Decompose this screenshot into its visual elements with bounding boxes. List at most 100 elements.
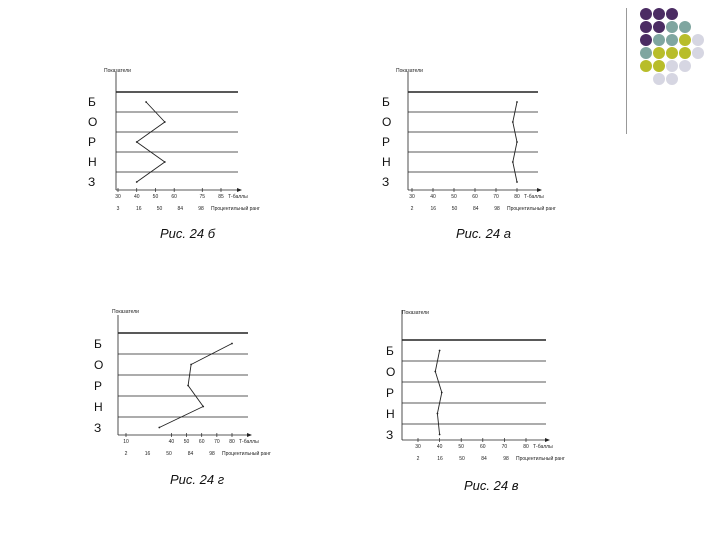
figure-24g-caption: Рис. 24 г [170, 472, 225, 487]
percentile-tick-label: 2 [416, 456, 420, 462]
percentile-tick-label: 16 [135, 206, 142, 212]
percentile-tick-label: 2 [410, 206, 414, 212]
scale-letter: З [94, 420, 102, 435]
decor-dot [679, 21, 691, 33]
t-score-tick-label: 30 [409, 194, 415, 200]
t-score-tick-label: 60 [472, 194, 478, 200]
t-score-tick-label: 70 [214, 439, 220, 445]
scale-letter: Н [382, 155, 391, 169]
percentile-tick-label: 50 [156, 206, 163, 212]
t-score-tick-label: 80 [229, 439, 235, 445]
percentile-tick-label: 98 [198, 206, 204, 212]
profile-line [135, 101, 166, 183]
decor-dot [679, 47, 691, 59]
percentile-axis-label: Процентильный ранг [211, 206, 260, 212]
profile-point [190, 363, 193, 366]
percentile-tick-label: 84 [481, 456, 487, 462]
t-score-tick-label: 50 [183, 439, 190, 445]
t-score-tick-label: 40 [168, 439, 175, 445]
profile-point [163, 121, 166, 123]
figure-24v-ylabel: Показатели [402, 310, 429, 316]
t-score-axis-label: Т-баллы [533, 444, 553, 450]
profile-point [135, 141, 138, 143]
percentile-tick-label: 3 [116, 206, 120, 212]
percentile-tick-label: 98 [503, 456, 509, 462]
figure-24g-ylabel: Показатели [112, 309, 139, 315]
scale-letter: Н [94, 399, 103, 414]
profile-point [187, 384, 189, 387]
figure-24g-chart [117, 315, 252, 437]
t-score-tick-label: 85 [218, 194, 224, 200]
decor-dot [666, 34, 678, 46]
scale-letter: Р [386, 385, 395, 400]
decor-dot [666, 47, 678, 59]
scale-letter: З [88, 175, 96, 189]
profile-point [202, 405, 205, 408]
decor-dot [679, 60, 691, 72]
decor-dot [640, 21, 652, 33]
decor-dot [653, 47, 665, 59]
percentile-tick-label: 50 [166, 451, 172, 457]
t-score-tick-label: 70 [493, 194, 499, 200]
scale-letter: О [94, 357, 104, 372]
profile-point [511, 121, 514, 123]
divider-line [626, 8, 627, 134]
decor-dot [692, 34, 704, 46]
percentile-tick-label: 98 [494, 206, 500, 212]
decor-dot [666, 73, 678, 85]
figure-24g: Показатели Рис. 24 г Б О Р Н З 10 40 50 60 70 80 Т-… [90, 305, 280, 495]
decor-dot [640, 60, 652, 72]
scale-letter: О [88, 115, 98, 129]
t-score-tick-label: 30 [415, 444, 421, 450]
x-axis-arrow [537, 188, 542, 192]
profile-line [434, 350, 443, 435]
profile-point [516, 181, 518, 183]
decor-dot [653, 21, 665, 33]
scale-letter: О [386, 364, 396, 379]
percentile-tick-label: 16 [430, 206, 437, 212]
percentile-tick-label: 84 [177, 206, 184, 212]
scale-letter: Б [382, 95, 390, 109]
percentile-tick-label: 16 [144, 451, 151, 457]
t-score-axis-label: Т-баллы [228, 194, 248, 200]
profile-point [511, 161, 514, 163]
decor-dot-grid [640, 8, 720, 118]
profile-point [163, 161, 166, 163]
decor-dot [640, 34, 652, 46]
profile-point [434, 370, 437, 373]
percentile-tick-label: 16 [437, 456, 443, 462]
profile-point [436, 412, 439, 415]
percentile-tick-label: 2 [124, 451, 128, 457]
decor-dot [653, 60, 665, 72]
t-score-tick-label: 75 [199, 194, 206, 200]
percentile-axis-label: Процентильный ранг [516, 456, 565, 462]
t-score-tick-label: 50 [451, 194, 457, 200]
percentile-tick-label: 84 [187, 451, 194, 457]
x-axis-arrow [545, 438, 550, 442]
decor-dot [666, 21, 678, 33]
t-score-tick-label: 60 [198, 439, 205, 445]
figure-24b-ylabel: Показатели [104, 68, 131, 74]
percentile-tick-label: 50 [459, 456, 465, 462]
profile-point [438, 433, 441, 436]
profile-point [516, 101, 518, 103]
scale-letter: Н [386, 406, 395, 421]
decor-dot [640, 47, 652, 59]
t-score-tick-label: 40 [436, 444, 443, 450]
t-score-tick-label: 30 [115, 194, 121, 200]
decor-dot [653, 73, 665, 85]
t-score-axis-label: Т-баллы [239, 439, 259, 445]
t-score-tick-label: 80 [523, 444, 529, 450]
t-score-tick-label: 60 [480, 444, 486, 450]
decor-dot [640, 8, 652, 20]
percentile-tick-label: 84 [472, 206, 479, 212]
percentile-tick-label: 50 [451, 206, 458, 212]
scale-letter: Н [88, 155, 97, 169]
x-axis-arrow [237, 188, 242, 192]
profile-point [158, 426, 161, 429]
figure-24a: Показатели Рис. 24 а Б О Р Н З 30 40 50 60 70 80 Т-… [380, 62, 590, 252]
figure-24v-chart [401, 310, 550, 442]
profile-point [145, 101, 147, 103]
t-score-tick-label: 70 [501, 444, 508, 450]
scale-letter: Р [88, 135, 97, 149]
